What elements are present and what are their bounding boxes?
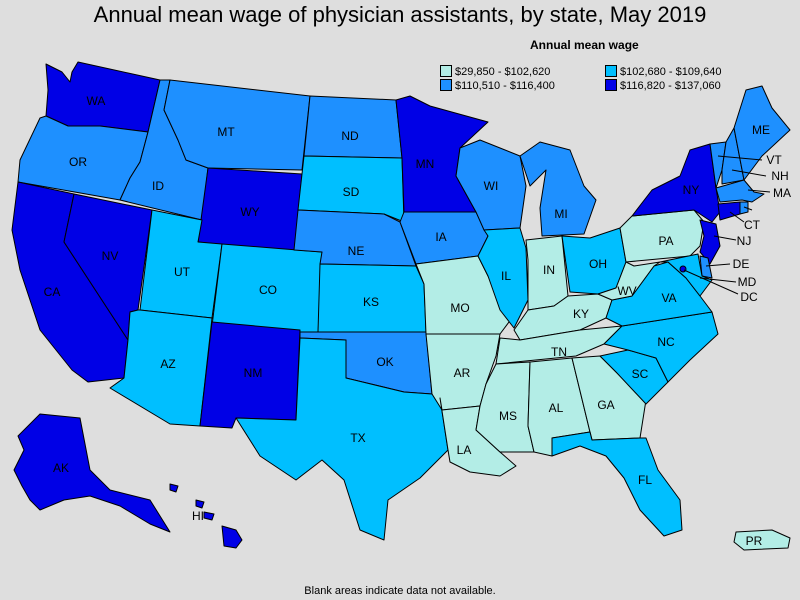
label-ia: IA xyxy=(435,230,446,244)
label-mn: MN xyxy=(416,157,435,171)
label-mt: MT xyxy=(217,125,235,139)
label-in: IN xyxy=(543,263,555,277)
label-or: OR xyxy=(69,155,87,169)
label-de: DE xyxy=(733,257,750,271)
label-me: ME xyxy=(752,123,770,137)
legend-label-4: $116,820 - $137,060 xyxy=(620,80,721,92)
label-dc: DC xyxy=(740,290,758,304)
legend-item-1: $29,850 - $102,620 xyxy=(440,65,551,78)
state-wi[interactable] xyxy=(455,139,527,231)
state-hi[interactable] xyxy=(169,483,243,549)
label-sd: SD xyxy=(343,185,360,199)
legend-item-2: $102,680 - $109,640 xyxy=(605,65,722,78)
label-mi: MI xyxy=(554,207,567,221)
label-nv: NV xyxy=(102,249,119,263)
label-la: LA xyxy=(457,443,472,457)
state-ma[interactable] xyxy=(715,179,765,203)
label-nh: NH xyxy=(771,169,788,183)
label-ky: KY xyxy=(573,307,589,321)
state-fl[interactable] xyxy=(551,431,683,537)
state-mt[interactable] xyxy=(163,79,311,171)
label-fl: FL xyxy=(638,473,652,487)
label-ga: GA xyxy=(597,398,614,412)
state-nh[interactable] xyxy=(721,127,745,185)
state-ri[interactable] xyxy=(739,201,749,215)
map-title: Annual mean wage of physician assistants… xyxy=(93,2,707,27)
label-ne: NE xyxy=(348,244,365,258)
label-ar: AR xyxy=(454,366,471,380)
state-ak[interactable] xyxy=(13,413,171,533)
legend-swatch-4 xyxy=(605,79,617,91)
footnote: Blank areas indicate data not available. xyxy=(304,585,496,597)
state-mi[interactable] xyxy=(519,141,597,237)
legend-label-2: $102,680 - $109,640 xyxy=(620,66,722,78)
state-ny[interactable] xyxy=(631,143,721,223)
label-pa: PA xyxy=(658,234,673,248)
label-md: MD xyxy=(738,275,757,289)
label-nj: NJ xyxy=(737,234,752,248)
state-md[interactable] xyxy=(659,253,713,297)
label-wi: WI xyxy=(484,179,499,193)
state-tx[interactable] xyxy=(235,337,449,541)
label-ma: MA xyxy=(773,186,791,200)
legend-label-3: $110,510 - $116,400 xyxy=(455,80,555,92)
legend-swatch-3 xyxy=(440,79,452,91)
state-il[interactable] xyxy=(477,227,529,329)
label-ut: UT xyxy=(174,265,191,279)
label-ok: OK xyxy=(376,355,393,369)
label-nm: NM xyxy=(244,366,263,380)
label-oh: OH xyxy=(589,257,607,271)
label-nc: NC xyxy=(657,335,675,349)
leader-nh xyxy=(731,169,767,177)
state-pr[interactable] xyxy=(733,529,791,551)
leader-de xyxy=(705,263,731,267)
label-ms: MS xyxy=(499,409,517,423)
state-dc[interactable] xyxy=(679,265,687,273)
label-sc: SC xyxy=(632,367,649,381)
leader-ma xyxy=(747,189,771,193)
legend-swatch-1 xyxy=(440,65,452,77)
label-az: AZ xyxy=(160,357,175,371)
state-nd[interactable] xyxy=(303,95,403,159)
label-vt: VT xyxy=(766,153,782,167)
label-wy: WY xyxy=(240,205,259,219)
state-de[interactable] xyxy=(699,255,713,279)
state-nj[interactable] xyxy=(699,219,721,265)
state-sd[interactable] xyxy=(297,155,405,223)
leader-ct xyxy=(729,211,745,223)
label-va: VA xyxy=(661,291,676,305)
leader-vt xyxy=(717,155,763,161)
label-tx: TX xyxy=(350,431,365,445)
label-mo: MO xyxy=(450,301,469,315)
legend-item-4: $116,820 - $137,060 xyxy=(605,79,721,92)
state-me[interactable] xyxy=(733,85,791,181)
label-hi: HI xyxy=(192,509,204,523)
label-tn: TN xyxy=(551,345,567,359)
label-co: CO xyxy=(259,283,277,297)
label-pr: PR xyxy=(746,534,763,548)
legend-label-1: $29,850 - $102,620 xyxy=(455,66,551,78)
label-ks: KS xyxy=(363,295,379,309)
label-nd: ND xyxy=(341,129,359,143)
leader-nj xyxy=(713,235,737,241)
label-ny: NY xyxy=(683,183,700,197)
leader-md xyxy=(699,277,737,283)
label-id: ID xyxy=(152,179,164,193)
label-ak: AK xyxy=(53,461,69,475)
label-il: IL xyxy=(501,269,511,283)
label-ct: CT xyxy=(744,218,761,232)
legend-swatch-2 xyxy=(605,65,617,77)
legend-item-3: $110,510 - $116,400 xyxy=(440,79,555,92)
label-wa: WA xyxy=(87,94,106,108)
leader-ri xyxy=(743,206,753,211)
label-al: AL xyxy=(549,401,564,415)
label-ca: CA xyxy=(44,285,61,299)
legend: Annual mean wage $29,850 - $102,620 $102… xyxy=(440,38,740,98)
legend-title: Annual mean wage xyxy=(530,38,639,52)
leader-dc xyxy=(683,269,739,295)
label-wv: WV xyxy=(617,284,636,298)
